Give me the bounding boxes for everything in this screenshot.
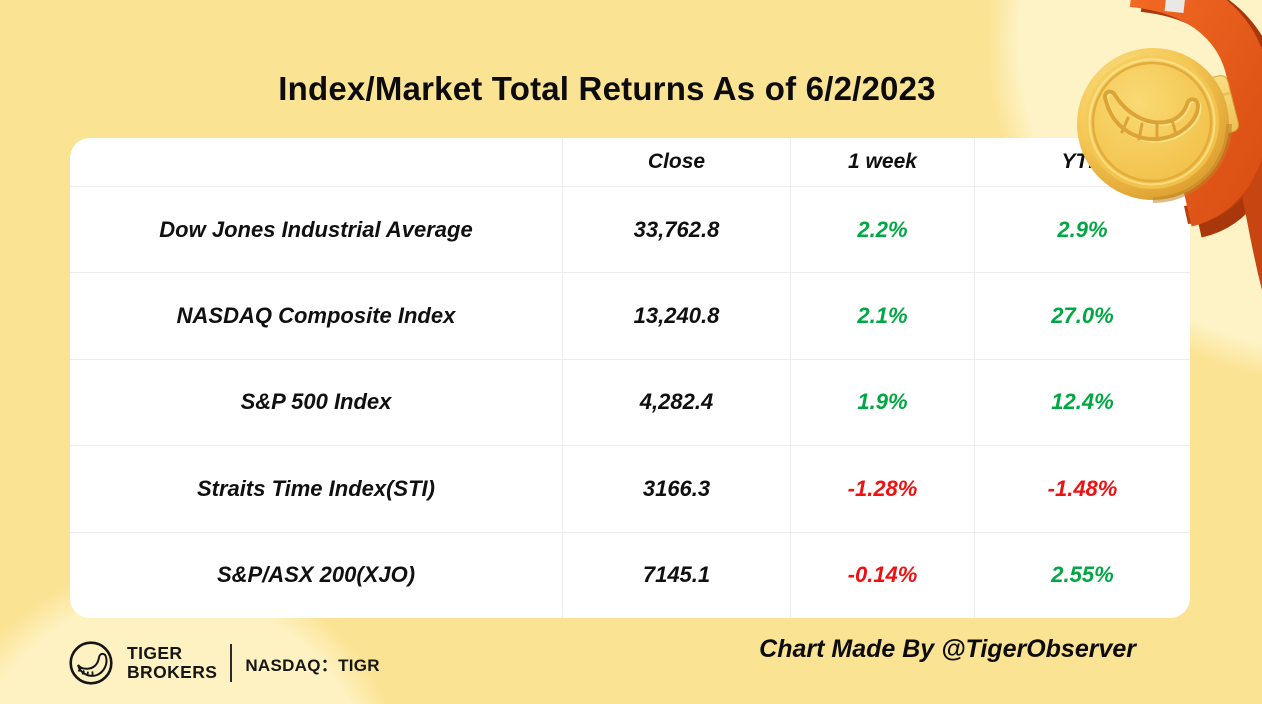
close-value-cell: 33,762.8	[563, 186, 791, 273]
one-week-value-cell: 2.1%	[791, 272, 975, 359]
ytd-value-cell: 2.9%	[975, 186, 1190, 272]
returns-grid: Close 1 week YTD Dow Jones Industrial Av…	[70, 138, 1190, 618]
one-week-value-cell: -1.28%	[791, 445, 975, 532]
ribbon	[1129, 0, 1262, 290]
index-name-cell: S&P 500 Index	[70, 358, 563, 446]
corner-cell	[70, 138, 563, 186]
close-value-cell: 3166.3	[563, 445, 791, 532]
ytd-value-cell: -1.48%	[975, 445, 1190, 531]
ytd-value-cell: 27.0%	[975, 272, 1190, 358]
tiger-brokers-logo-icon	[69, 641, 113, 685]
stock-ticker-label: NASDAQ：TIGR	[245, 655, 380, 675]
returns-table-card: Close 1 week YTD Dow Jones Industrial Av…	[70, 138, 1190, 618]
one-week-value-cell: 2.2%	[791, 186, 975, 273]
index-name-cell: NASDAQ Composite Index	[70, 272, 563, 359]
ytd-value-cell: 2.55%	[975, 531, 1190, 618]
close-value-cell: 4,282.4	[563, 358, 791, 446]
index-name-cell: S&P/ASX 200(XJO)	[70, 531, 563, 618]
brand-name: TIGER BROKERS	[127, 644, 217, 682]
tiger-tail-emblem	[1103, 89, 1202, 143]
footer-divider	[230, 644, 233, 682]
gold-medal-ribbon-icon	[1077, 0, 1262, 290]
ytd-value-cell: 12.4%	[975, 358, 1190, 445]
column-header-1week: 1 week	[791, 138, 975, 186]
one-week-value-cell: -0.14%	[791, 531, 975, 618]
brand-name-line1: TIGER	[127, 643, 183, 664]
close-value-cell: 13,240.8	[563, 272, 791, 359]
one-week-value-cell: 1.9%	[791, 358, 975, 446]
brand-name-line2: BROKERS	[127, 662, 218, 682]
index-name-cell: Dow Jones Industrial Average	[70, 186, 563, 273]
credit-text: Chart Made By @TigerObserver	[759, 635, 1136, 663]
close-value-cell: 7145.1	[563, 531, 791, 618]
page-title: Index/Market Total Returns As of 6/2/202…	[278, 70, 936, 107]
brand-bar: TIGER BROKERS NASDAQ：TIGR	[68, 640, 380, 686]
medal-coin	[1077, 48, 1232, 203]
column-header-close: Close	[563, 138, 791, 186]
index-name-cell: Straits Time Index(STI)	[70, 445, 563, 532]
